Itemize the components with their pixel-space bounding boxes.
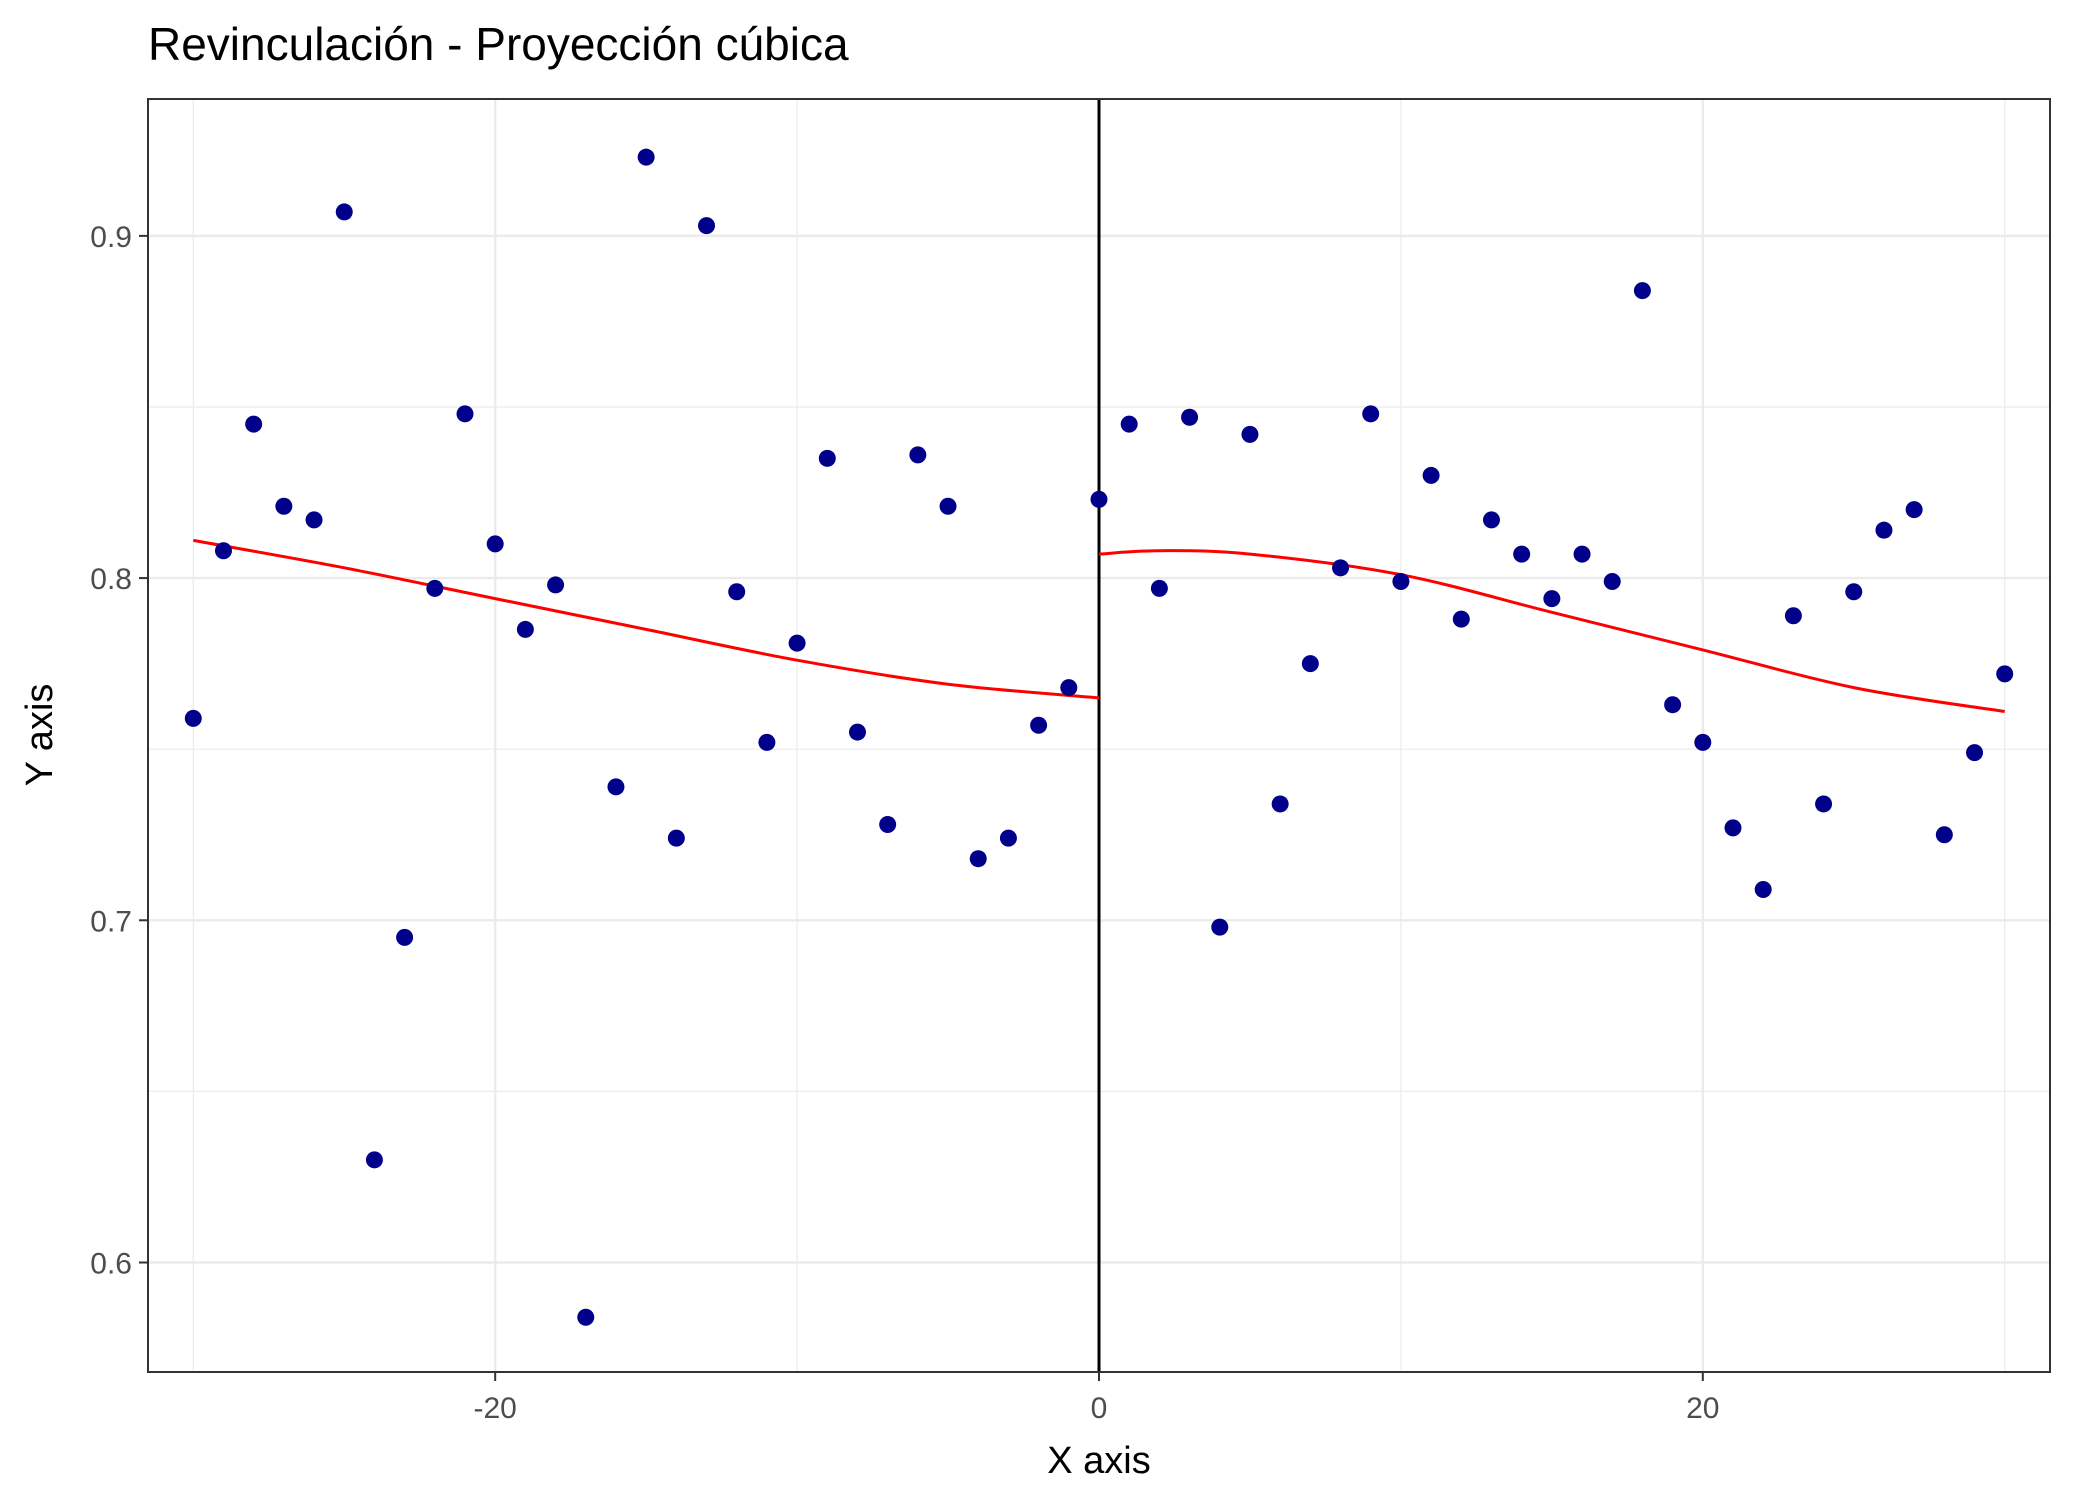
data-point [1392, 573, 1410, 591]
data-point [969, 850, 987, 868]
data-point [1422, 466, 1440, 484]
data-point [1030, 716, 1048, 734]
data-point [1966, 744, 1984, 762]
data-point [758, 733, 776, 751]
y-tick-label: 0.8 [90, 563, 132, 596]
data-points [184, 148, 2014, 1326]
data-point [1211, 918, 1229, 936]
data-point [1996, 665, 2014, 683]
y-tick-label: 0.7 [90, 905, 132, 938]
data-point [1815, 795, 1833, 813]
data-point [577, 1308, 595, 1326]
data-point [909, 446, 927, 464]
data-point [365, 1151, 383, 1169]
x-axis-title: X axis [1047, 1440, 1150, 1482]
data-point [728, 583, 746, 601]
chart-title: Revinculación - Proyección cúbica [148, 18, 849, 70]
data-point [456, 405, 474, 423]
data-point [1875, 521, 1893, 539]
data-point [1301, 655, 1319, 673]
data-point [1784, 607, 1802, 625]
data-point [607, 778, 625, 796]
data-point [547, 576, 565, 594]
data-point [1694, 733, 1712, 751]
data-point [999, 829, 1017, 847]
data-point [1845, 583, 1863, 601]
data-point [245, 415, 263, 433]
data-point [1332, 559, 1350, 577]
x-tick-label: -20 [474, 1392, 517, 1425]
data-point [1543, 590, 1561, 608]
data-point [1754, 880, 1772, 898]
y-axis-title: Y axis [19, 684, 61, 787]
data-point [1120, 415, 1138, 433]
data-point [788, 634, 806, 652]
data-point [1664, 696, 1682, 714]
data-point [214, 542, 232, 560]
data-point [396, 928, 414, 946]
data-point [637, 148, 655, 166]
data-point [879, 815, 897, 833]
x-axis: -20 0 20 [474, 1372, 1719, 1425]
data-point [1573, 545, 1591, 563]
data-point [486, 535, 504, 553]
x-tick-label: 20 [1686, 1392, 1719, 1425]
data-point [1633, 282, 1651, 300]
data-point [1724, 819, 1742, 837]
data-point [1150, 579, 1168, 597]
data-point [426, 579, 444, 597]
data-point [516, 620, 534, 638]
x-tick-label: 0 [1091, 1392, 1108, 1425]
data-point [1362, 405, 1380, 423]
fit-line-right [1098, 549, 2005, 713]
data-point [1060, 679, 1078, 697]
data-point [848, 723, 866, 741]
y-axis: 0.6 0.7 0.8 0.9 [90, 221, 148, 1280]
fit-line-left [193, 538, 1100, 700]
data-point [698, 217, 716, 235]
data-point [1271, 795, 1289, 813]
data-point [1603, 573, 1621, 591]
data-point [275, 497, 293, 515]
y-tick-label: 0.6 [90, 1247, 132, 1280]
data-point [1452, 610, 1470, 628]
data-point [667, 829, 685, 847]
data-point [1905, 501, 1923, 519]
data-point [1241, 425, 1259, 443]
data-point [305, 511, 323, 529]
data-point [939, 497, 957, 515]
data-point [1935, 826, 1953, 844]
data-point [1181, 408, 1199, 426]
data-point [335, 203, 353, 221]
y-tick-label: 0.9 [90, 221, 132, 254]
fit-lines [193, 538, 2005, 713]
plot-panel [147, 98, 2051, 1373]
data-point [184, 709, 202, 727]
data-point [1090, 490, 1108, 508]
data-point [818, 449, 836, 467]
data-point [1513, 545, 1531, 563]
data-point [1482, 511, 1500, 529]
